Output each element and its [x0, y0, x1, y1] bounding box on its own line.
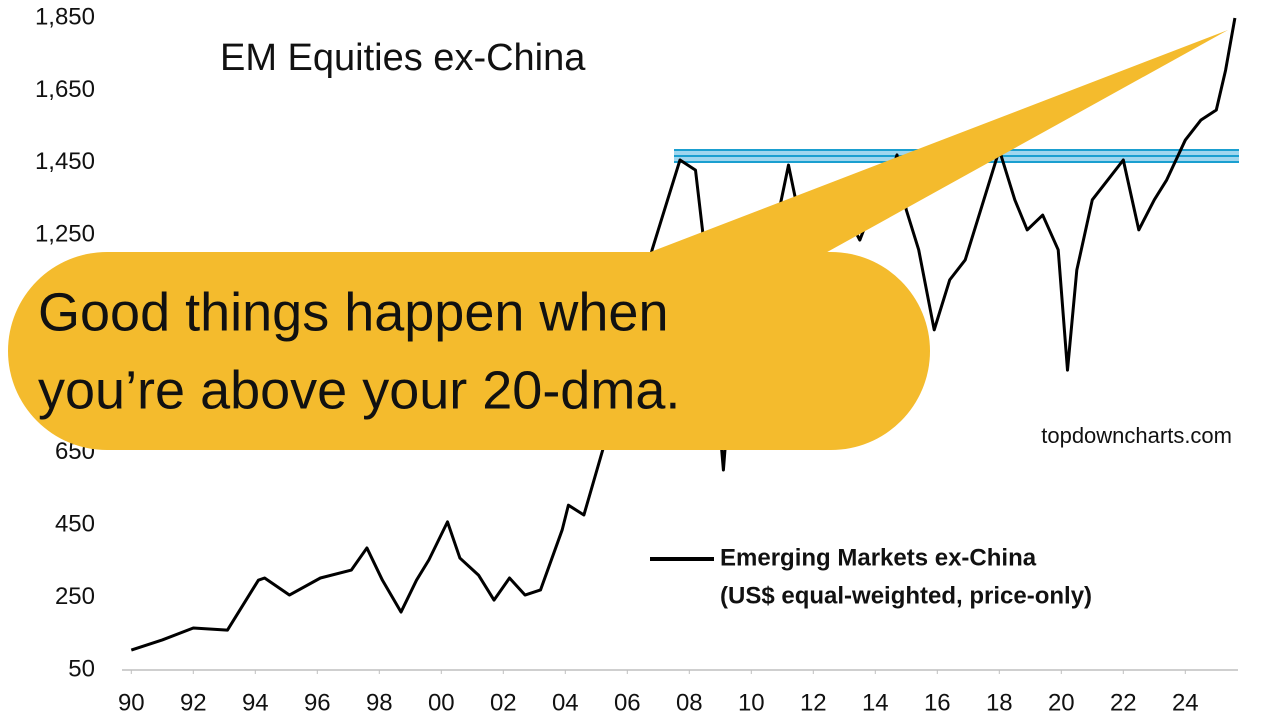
x-tick-label: 96 — [304, 689, 331, 716]
y-tick-label: 50 — [68, 655, 95, 682]
y-tick-label: 1,650 — [35, 76, 95, 103]
y-tick-label: 1,250 — [35, 221, 95, 248]
y-tick-label: 450 — [55, 510, 95, 537]
callout: Good things happen when you’re above you… — [8, 30, 1228, 450]
y-tick-label: 1,850 — [35, 3, 95, 30]
x-tick-label: 92 — [180, 689, 207, 716]
x-tick-label: 00 — [428, 689, 455, 716]
legend-label: Emerging Markets ex-China — [720, 544, 1037, 571]
x-tick-label: 20 — [1048, 689, 1075, 716]
legend-note: (US$ equal-weighted, price-only) — [720, 582, 1092, 609]
chart-title: EM Equities ex-China — [220, 37, 586, 79]
x-tick-label: 24 — [1172, 689, 1199, 716]
callout-text: you’re above your 20-dma. — [38, 360, 680, 420]
x-tick-label: 08 — [676, 689, 703, 716]
callout-box — [8, 252, 930, 450]
x-tick-label: 98 — [366, 689, 393, 716]
x-tick-label: 10 — [738, 689, 765, 716]
x-tick-label: 06 — [614, 689, 641, 716]
x-tick-label: 02 — [490, 689, 517, 716]
watermark: topdowncharts.com — [1041, 423, 1232, 448]
x-tick-label: 18 — [986, 689, 1013, 716]
x-tick-label: 14 — [862, 689, 889, 716]
x-tick-label: 90 — [118, 689, 145, 716]
callout-text: Good things happen when — [38, 282, 669, 342]
callout-pointer — [640, 30, 1228, 256]
legend: Emerging Markets ex-China (US$ equal-wei… — [650, 544, 1092, 609]
y-tick-label: 1,450 — [35, 148, 95, 175]
x-tick-label: 22 — [1110, 689, 1137, 716]
x-tick-label: 12 — [800, 689, 827, 716]
x-tick-label: 94 — [242, 689, 269, 716]
y-tick-label: 250 — [55, 583, 95, 610]
x-tick-label: 16 — [924, 689, 951, 716]
x-tick-label: 04 — [552, 689, 579, 716]
